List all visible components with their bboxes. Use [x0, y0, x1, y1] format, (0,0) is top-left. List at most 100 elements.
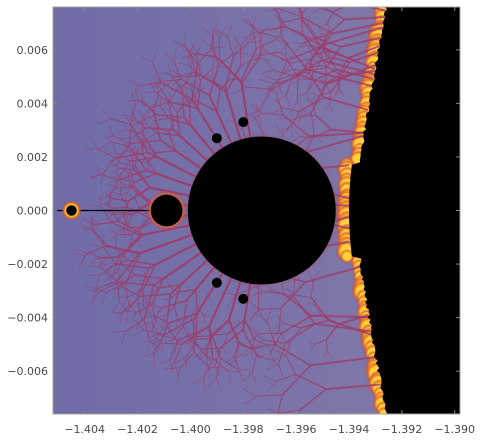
filament — [143, 285, 155, 320]
filament — [111, 168, 120, 175]
filament — [132, 312, 137, 324]
filament — [255, 103, 258, 119]
filament — [291, 58, 312, 64]
filament — [147, 151, 197, 178]
filament — [281, 37, 309, 71]
filament — [286, 119, 293, 132]
filament — [263, 339, 286, 344]
filament — [263, 375, 276, 382]
filament — [314, 339, 327, 345]
filament — [270, 333, 282, 353]
filament — [121, 298, 138, 313]
filament — [313, 132, 323, 143]
filament — [270, 330, 280, 342]
filament — [219, 26, 227, 38]
filament — [257, 31, 282, 39]
filament — [130, 156, 158, 162]
filament — [168, 63, 171, 75]
filament — [266, 408, 279, 414]
filament — [300, 7, 309, 14]
filament — [242, 110, 256, 119]
filament — [101, 262, 112, 268]
filament — [276, 73, 296, 81]
filament — [143, 139, 147, 147]
filament — [167, 367, 181, 370]
filament — [248, 29, 253, 43]
filament — [208, 367, 210, 381]
filament — [146, 116, 155, 122]
filament — [141, 132, 147, 141]
filament — [274, 76, 299, 85]
filament — [123, 228, 126, 238]
filament — [140, 298, 150, 301]
filament — [160, 322, 170, 340]
filament — [227, 24, 233, 37]
filament — [285, 75, 294, 96]
filament — [260, 39, 267, 52]
filament — [95, 275, 100, 289]
filament — [266, 363, 279, 371]
filament — [308, 15, 311, 25]
filament — [250, 352, 255, 361]
filament — [248, 23, 263, 31]
filament — [91, 217, 101, 225]
filament — [270, 352, 275, 366]
filament — [91, 228, 106, 247]
filament — [224, 87, 242, 140]
filament — [210, 318, 230, 337]
filament — [116, 215, 125, 223]
filament — [116, 253, 140, 282]
filament — [191, 43, 199, 55]
filament — [214, 347, 221, 366]
filament — [121, 183, 136, 188]
filament — [111, 331, 126, 333]
filament — [308, 314, 322, 317]
filament — [278, 7, 284, 14]
filament — [196, 82, 199, 91]
filament — [190, 89, 198, 102]
filament — [252, 331, 264, 341]
filament — [307, 301, 315, 306]
filament — [310, 67, 327, 71]
filament — [146, 279, 159, 289]
filament — [239, 343, 255, 351]
filament — [213, 333, 228, 336]
filament — [91, 215, 93, 229]
filament — [299, 388, 327, 411]
filament — [82, 218, 94, 225]
filament — [173, 284, 182, 307]
filament — [313, 60, 321, 63]
filament — [92, 229, 108, 247]
filament — [312, 47, 320, 57]
filament — [135, 274, 164, 280]
filament — [152, 110, 162, 141]
filament — [212, 358, 229, 372]
filament — [84, 245, 105, 256]
filament — [200, 38, 211, 47]
filament — [292, 112, 312, 121]
filament — [293, 294, 312, 299]
filament — [127, 186, 150, 202]
filament — [240, 48, 257, 82]
filament — [282, 25, 303, 35]
filament — [143, 271, 147, 281]
filament — [174, 357, 186, 363]
filament — [93, 288, 107, 293]
filament — [146, 340, 151, 355]
filament — [258, 111, 263, 127]
filament — [206, 378, 217, 388]
filament — [280, 126, 292, 132]
filament — [298, 7, 303, 14]
filament — [347, 45, 380, 60]
filament — [307, 341, 316, 345]
filament — [92, 222, 113, 226]
filament — [130, 186, 150, 204]
filament — [323, 47, 332, 58]
filament — [326, 383, 381, 391]
filament — [317, 46, 325, 49]
filament — [149, 340, 161, 350]
filament — [285, 355, 297, 375]
filament — [137, 99, 154, 111]
filament — [186, 339, 195, 345]
filament — [169, 291, 179, 300]
